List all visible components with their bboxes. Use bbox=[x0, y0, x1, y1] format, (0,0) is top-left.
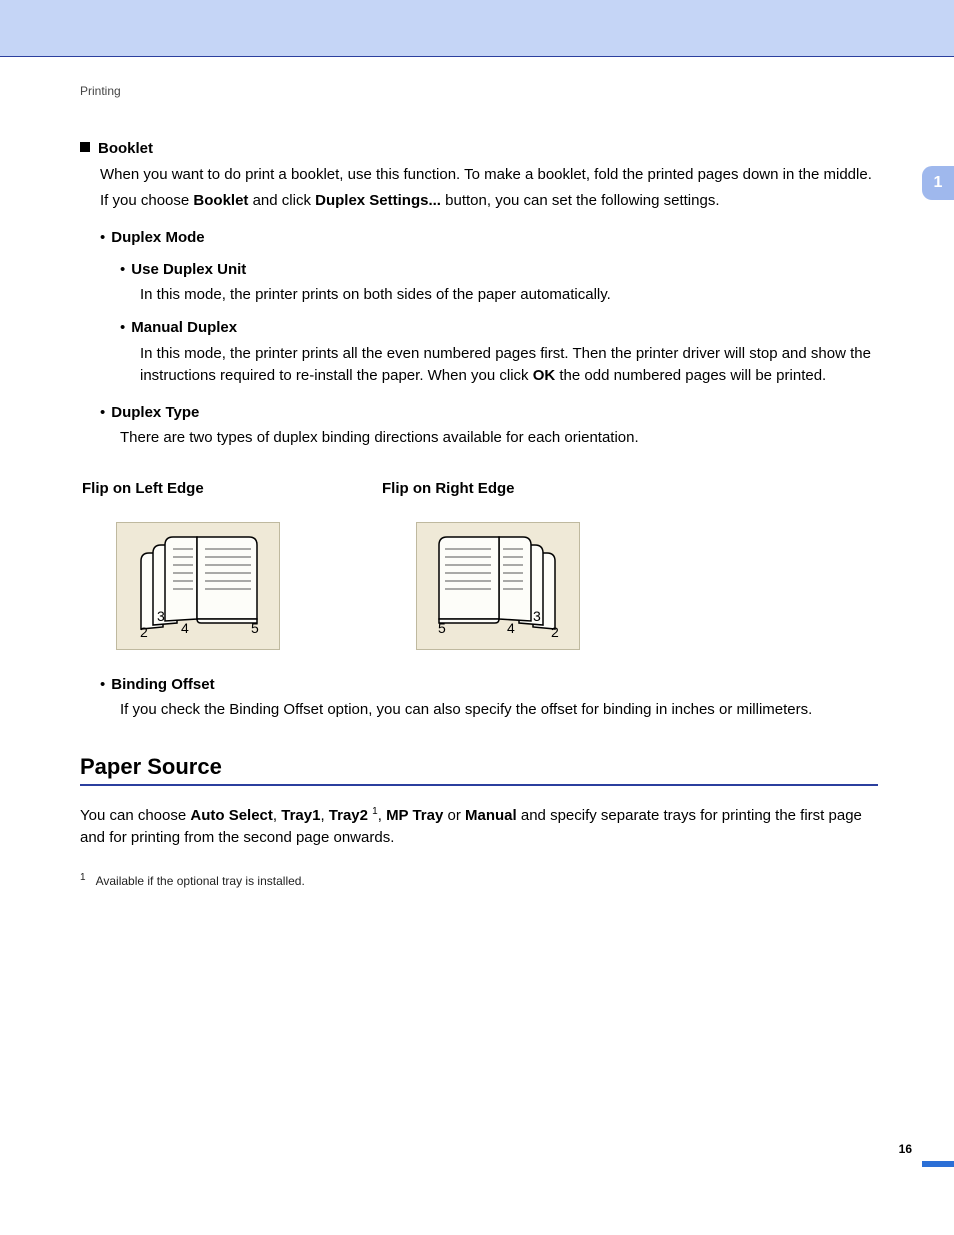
page-label-5: 5 bbox=[251, 620, 259, 636]
booklet-heading: Booklet bbox=[80, 138, 878, 160]
page-label-3: 3 bbox=[533, 608, 541, 624]
text-bold: OK bbox=[533, 367, 556, 384]
footnote: 1 Available if the optional tray is insta… bbox=[80, 872, 878, 888]
flip-left-diagram: 2 3 4 5 bbox=[116, 522, 280, 650]
manual-duplex-title: Manual Duplex bbox=[131, 319, 237, 336]
use-duplex-title: Use Duplex Unit bbox=[131, 261, 246, 278]
text-run: If you choose bbox=[100, 192, 193, 209]
booklet-para1: When you want to do print a booklet, use… bbox=[100, 164, 878, 187]
flip-right-col: Flip on Right Edge bbox=[380, 478, 600, 650]
page-label-2: 2 bbox=[140, 624, 148, 640]
text-run: , bbox=[273, 807, 281, 824]
opt-tray1: Tray1 bbox=[281, 807, 320, 824]
page-label-4: 4 bbox=[181, 620, 189, 636]
text-run: You can choose bbox=[80, 807, 190, 824]
paper-source-para: You can choose Auto Select, Tray1, Tray2… bbox=[80, 804, 878, 850]
booklet-title: Booklet bbox=[98, 140, 153, 157]
paper-source-heading: Paper Source bbox=[80, 754, 878, 780]
duplex-type-body: There are two types of duplex binding di… bbox=[120, 427, 878, 450]
booklet-section: Booklet When you want to do print a book… bbox=[80, 138, 878, 722]
top-bar bbox=[0, 0, 954, 56]
binding-offset-body: If you check the Binding Offset option, … bbox=[120, 699, 878, 722]
use-duplex-heading: • Use Duplex Unit bbox=[120, 259, 878, 281]
section-path: Printing bbox=[80, 84, 878, 98]
page-label-5: 5 bbox=[438, 620, 446, 636]
footnote-text: Available if the optional tray is instal… bbox=[96, 874, 305, 888]
page-content: Printing Booklet When you want to do pri… bbox=[80, 84, 878, 888]
bullet-icon: • bbox=[100, 676, 105, 693]
text-bold: Booklet bbox=[193, 192, 248, 209]
duplex-mode-heading: • Duplex Mode bbox=[100, 227, 878, 249]
duplex-type-title: Duplex Type bbox=[111, 404, 199, 421]
bullet-icon: • bbox=[120, 261, 125, 278]
page-number: 16 bbox=[899, 1142, 912, 1156]
book-left-icon: 2 3 4 5 bbox=[123, 531, 273, 641]
manual-duplex-body: In this mode, the printer prints all the… bbox=[140, 343, 878, 388]
text-bold: Duplex Settings... bbox=[315, 192, 441, 209]
text-run: , bbox=[320, 807, 328, 824]
footnote-num: 1 bbox=[80, 872, 86, 883]
page-label-2: 2 bbox=[551, 624, 559, 640]
opt-tray2: Tray2 bbox=[329, 807, 368, 824]
duplex-mode-title: Duplex Mode bbox=[111, 229, 204, 246]
flip-diagrams-row: Flip on Left Edge bbox=[80, 478, 878, 650]
opt-auto-select: Auto Select bbox=[190, 807, 273, 824]
text-run: , bbox=[378, 807, 386, 824]
bullet-icon: • bbox=[100, 229, 105, 246]
page-label-4: 4 bbox=[507, 620, 515, 636]
use-duplex-body: In this mode, the printer prints on both… bbox=[140, 284, 878, 307]
text-run: the odd numbered pages will be printed. bbox=[555, 367, 826, 384]
flip-right-diagram: 5 4 3 2 bbox=[416, 522, 580, 650]
opt-manual: Manual bbox=[465, 807, 517, 824]
book-right-icon: 5 4 3 2 bbox=[423, 531, 573, 641]
booklet-para2: If you choose Booklet and click Duplex S… bbox=[100, 190, 878, 213]
chapter-tab: 1 bbox=[922, 166, 954, 200]
text-run: or bbox=[443, 807, 465, 824]
duplex-type-heading: • Duplex Type bbox=[100, 402, 878, 424]
bullet-icon: • bbox=[120, 319, 125, 336]
manual-duplex-heading: • Manual Duplex bbox=[120, 317, 878, 339]
flip-left-title: Flip on Left Edge bbox=[82, 478, 300, 500]
page-number-rule bbox=[922, 1161, 954, 1167]
flip-right-title: Flip on Right Edge bbox=[382, 478, 600, 500]
page-label-3: 3 bbox=[157, 608, 165, 624]
text-run: and click bbox=[248, 192, 315, 209]
binding-offset-title: Binding Offset bbox=[111, 676, 214, 693]
text-run: button, you can set the following settin… bbox=[441, 192, 720, 209]
opt-mp-tray: MP Tray bbox=[386, 807, 443, 824]
flip-left-col: Flip on Left Edge bbox=[80, 478, 300, 650]
bullet-icon: • bbox=[100, 404, 105, 421]
top-rule bbox=[0, 56, 954, 57]
heading-rule bbox=[80, 784, 878, 786]
binding-offset-heading: • Binding Offset bbox=[100, 674, 878, 696]
square-bullet-icon bbox=[80, 142, 90, 152]
